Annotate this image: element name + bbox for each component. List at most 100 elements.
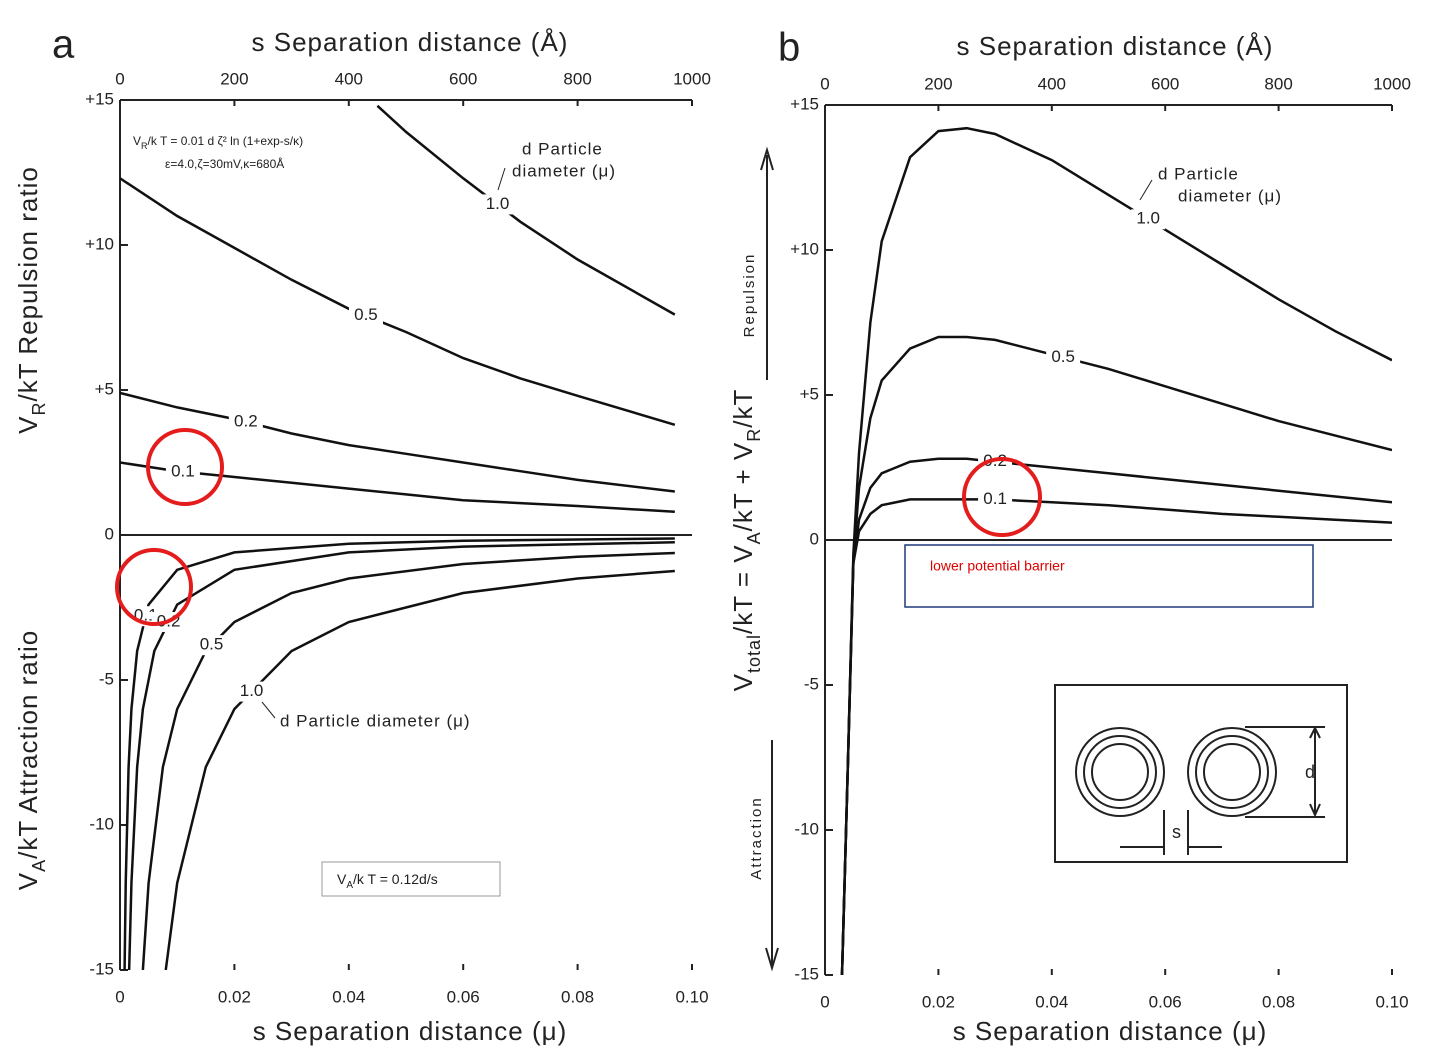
- series-label: 0.5: [200, 635, 224, 654]
- attraction-label: Attraction: [748, 796, 765, 879]
- pointer: [261, 701, 276, 719]
- series-label: 0.5: [354, 305, 378, 324]
- series-label-bg: [1131, 209, 1166, 230]
- y-axis-title: VR/kT Repulsion ratio: [13, 166, 49, 434]
- note: lower potential barrier: [930, 558, 1065, 574]
- formula-params: ε=4.0,ζ=30mV,κ=680Å: [165, 156, 284, 171]
- formula-part: /k T = 0.12d/s: [353, 871, 438, 887]
- x-tick-label: 0.08: [561, 987, 594, 1006]
- x-tick-label: 0: [820, 992, 829, 1011]
- series-line: [840, 335, 1392, 975]
- x-tick-label: 0.02: [922, 992, 955, 1011]
- series-label-bg: [194, 635, 229, 656]
- inset-label: s: [1172, 822, 1181, 842]
- series-label: 1.0: [1136, 209, 1160, 228]
- y-axis-title: VA/kT Attraction ratio: [13, 630, 49, 890]
- particle-label: diameter (μ): [512, 161, 616, 180]
- x-tick-label: 0.10: [1375, 992, 1408, 1011]
- series-label-bg: [978, 451, 1013, 472]
- plots: +15+10+50-5-10-150 0.02 0.04 0.06 0.08 0.100 2…: [85, 69, 1411, 1011]
- x-tick-label: 0.08: [1262, 992, 1295, 1011]
- series-line: [164, 569, 675, 970]
- particle-label: diameter (μ): [1178, 186, 1282, 205]
- y-tick-label: +10: [790, 239, 819, 258]
- series-label-bg: [348, 305, 383, 326]
- y-tick-label: +15: [790, 94, 819, 113]
- inset-particles: [1075, 725, 1325, 855]
- series-label-bg: [234, 681, 269, 702]
- series-label: 0.5: [1051, 347, 1075, 366]
- y-title-part: V: [13, 872, 43, 890]
- y-tick-label: -15: [89, 959, 114, 978]
- y-tick-label: -5: [99, 669, 114, 688]
- series-label: 0.1: [983, 489, 1007, 508]
- note-box: [904, 544, 1314, 608]
- x-tick-label: 0.02: [218, 987, 251, 1006]
- arrow: [760, 146, 774, 380]
- series-label: 0.1: [171, 461, 195, 480]
- series-line: [840, 457, 1392, 975]
- series-label: 1.0: [486, 194, 510, 213]
- x2-tick-label: 0: [820, 74, 829, 93]
- series-label-bg: [480, 194, 515, 215]
- x2-tick-label: 800: [563, 69, 591, 88]
- y-tick-label: +10: [85, 234, 114, 253]
- y-tick-label: -15: [794, 964, 819, 983]
- y-title-part: /kT Attraction ratio: [13, 630, 43, 859]
- panel-letter: b: [778, 26, 800, 70]
- y-tick-label: +5: [800, 384, 819, 403]
- x2-tick-label: 400: [1038, 74, 1066, 93]
- y-title-part: /kT: [728, 389, 758, 428]
- x2-tick-label: 600: [449, 69, 477, 88]
- formula: VA/k T = 0.12d/s: [337, 871, 438, 891]
- particle-label: d Particle: [1158, 164, 1239, 183]
- series-line: [840, 498, 1392, 975]
- formula-part: V: [337, 871, 347, 887]
- y-title-sub: A: [29, 859, 49, 872]
- series-label-bg: [228, 411, 263, 432]
- y-tick-label: +15: [85, 89, 114, 108]
- panel-letter: a: [52, 23, 75, 67]
- y-title-part: V: [13, 415, 43, 433]
- x-tick-label: 0.04: [1035, 992, 1068, 1011]
- x2-axis-title: s Separation distance (Å): [957, 31, 1274, 61]
- series-label-bg: [1046, 347, 1081, 368]
- inset-frame: [1054, 684, 1348, 863]
- series-line: [141, 551, 675, 970]
- x2-tick-label: 1000: [673, 69, 711, 88]
- series-line: [376, 104, 676, 316]
- series-line: [120, 391, 675, 493]
- y-axis-title: Vtotal/kT = VA/kT + VR/kT: [728, 389, 764, 692]
- x-tick-label: 0.10: [675, 987, 708, 1006]
- series-group: [120, 104, 676, 970]
- x2-axis-title: s Separation distance (Å): [252, 27, 569, 57]
- y-tick-label: 0: [810, 529, 819, 548]
- series-label-bg: [978, 489, 1013, 510]
- y-title-part: V: [728, 673, 758, 691]
- particle-label: d Particle diameter (μ): [280, 711, 471, 730]
- y-tick-label: -5: [804, 674, 819, 693]
- series-label-bg: [165, 461, 200, 482]
- series-line: [120, 461, 675, 514]
- highlights: [115, 428, 1042, 626]
- formula-part: V: [133, 134, 141, 148]
- y-title-part: /kT Repulsion ratio: [13, 166, 43, 401]
- y-title-sub: total: [744, 634, 764, 673]
- x-axis-title: s Separation distance (μ): [953, 1016, 1268, 1046]
- x-axis-title: s Separation distance (μ): [253, 1016, 568, 1046]
- x2-tick-label: 200: [924, 74, 952, 93]
- formula-sub: R: [141, 141, 148, 151]
- y-title-sub: R: [744, 428, 764, 442]
- x-tick-label: 0.06: [1149, 992, 1182, 1011]
- x2-tick-label: 800: [1264, 74, 1292, 93]
- y-title-part: /kT = V: [728, 544, 758, 634]
- formula: VR/k T = 0.01 d ζ² ln (1+exp-s/κ): [133, 134, 303, 151]
- x-tick-label: 0: [115, 987, 124, 1006]
- formula-box: [321, 861, 501, 897]
- series-label: 0.2: [234, 411, 258, 430]
- x2-tick-label: 600: [1151, 74, 1179, 93]
- x2-tick-label: 1000: [1373, 74, 1411, 93]
- y-tick-label: +5: [95, 379, 114, 398]
